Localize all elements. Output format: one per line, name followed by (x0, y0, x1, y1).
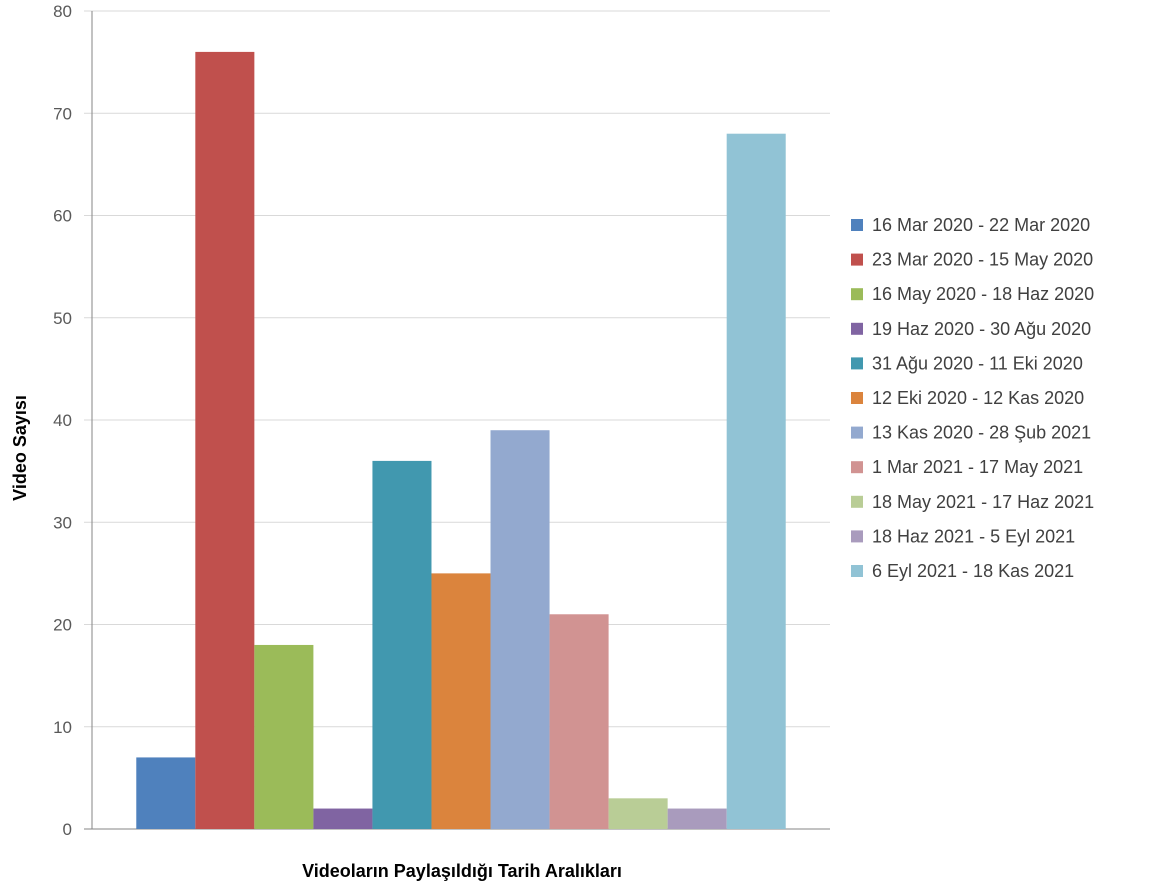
legend-label: 19 Haz 2020 - 30 Ağu 2020 (872, 319, 1091, 339)
legend-item: 19 Haz 2020 - 30 Ağu 2020 (851, 319, 1091, 339)
y-tick-label: 10 (53, 718, 72, 737)
legend-item: 23 Mar 2020 - 15 May 2020 (851, 250, 1093, 270)
x-axis-title: Videoların Paylaşıldığı Tarih Aralıkları (302, 861, 622, 881)
legend-item: 13 Kas 2020 - 28 Şub 2021 (851, 423, 1091, 443)
legend-swatch (851, 426, 863, 439)
legend-label: 31 Ağu 2020 - 11 Eki 2020 (872, 353, 1083, 373)
bar (490, 430, 550, 829)
legend-label: 13 Kas 2020 - 28 Şub 2021 (872, 423, 1091, 443)
legend-swatch (851, 495, 863, 508)
bar (431, 573, 491, 829)
y-tick-label: 50 (53, 309, 72, 328)
bar (254, 644, 314, 829)
legend-item: 16 May 2020 - 18 Haz 2020 (851, 284, 1094, 304)
legend-swatch (851, 565, 863, 577)
legend-label: 12 Eki 2020 - 12 Kas 2020 (872, 388, 1084, 408)
legend-item: 16 Mar 2020 - 22 Mar 2020 (851, 215, 1090, 235)
bar (313, 808, 373, 829)
y-tick-label: 70 (53, 104, 72, 123)
legend-item: 12 Eki 2020 - 12 Kas 2020 (851, 388, 1084, 408)
legend-swatch (851, 392, 863, 404)
legend-label: 23 Mar 2020 - 15 May 2020 (872, 250, 1093, 270)
legend-label: 18 May 2021 - 17 Haz 2021 (872, 492, 1094, 512)
legend-item: 31 Ağu 2020 - 11 Eki 2020 (851, 353, 1083, 373)
y-tick-label: 0 (63, 820, 72, 839)
bar (667, 808, 727, 829)
y-tick-label: 80 (53, 2, 72, 21)
legend-swatch (851, 461, 863, 474)
legend-label: 16 May 2020 - 18 Haz 2020 (872, 284, 1094, 304)
legend-swatch (851, 322, 863, 335)
legend-label: 18 Haz 2021 - 5 Eyl 2021 (872, 526, 1075, 546)
y-tick-label: 40 (53, 411, 72, 430)
legend-item: 6 Eyl 2021 - 18 Kas 2021 (851, 561, 1074, 581)
legend-swatch (851, 530, 863, 543)
bar (608, 798, 668, 829)
legend-item: 18 May 2021 - 17 Haz 2021 (851, 492, 1094, 512)
legend-item: 18 Haz 2021 - 5 Eyl 2021 (851, 526, 1075, 546)
bar (136, 757, 196, 829)
y-tick-label: 30 (53, 513, 72, 532)
y-tick-label: 60 (53, 207, 72, 226)
axes: 0 10 20 30 40 50 60 70 80 (53, 2, 93, 839)
legend-label: 16 Mar 2020 - 22 Mar 2020 (872, 215, 1090, 235)
legend: 16 Mar 2020 - 22 Mar 2020 23 Mar 2020 - 1… (851, 215, 1094, 581)
bar (549, 614, 609, 829)
bar (726, 133, 786, 829)
bar (195, 51, 255, 829)
legend-label: 6 Eyl 2021 - 18 Kas 2021 (872, 561, 1074, 581)
y-tick-label: 20 (53, 616, 72, 635)
legend-swatch (851, 288, 863, 301)
bars (136, 51, 786, 829)
y-axis-title: Video Sayısı (10, 395, 30, 501)
bar (372, 460, 432, 829)
legend-label: 1 Mar 2021 - 17 May 2021 (872, 457, 1083, 477)
legend-swatch (851, 219, 863, 231)
legend-swatch (851, 253, 863, 266)
legend-item: 1 Mar 2021 - 17 May 2021 (851, 457, 1083, 477)
legend-swatch (851, 357, 863, 370)
